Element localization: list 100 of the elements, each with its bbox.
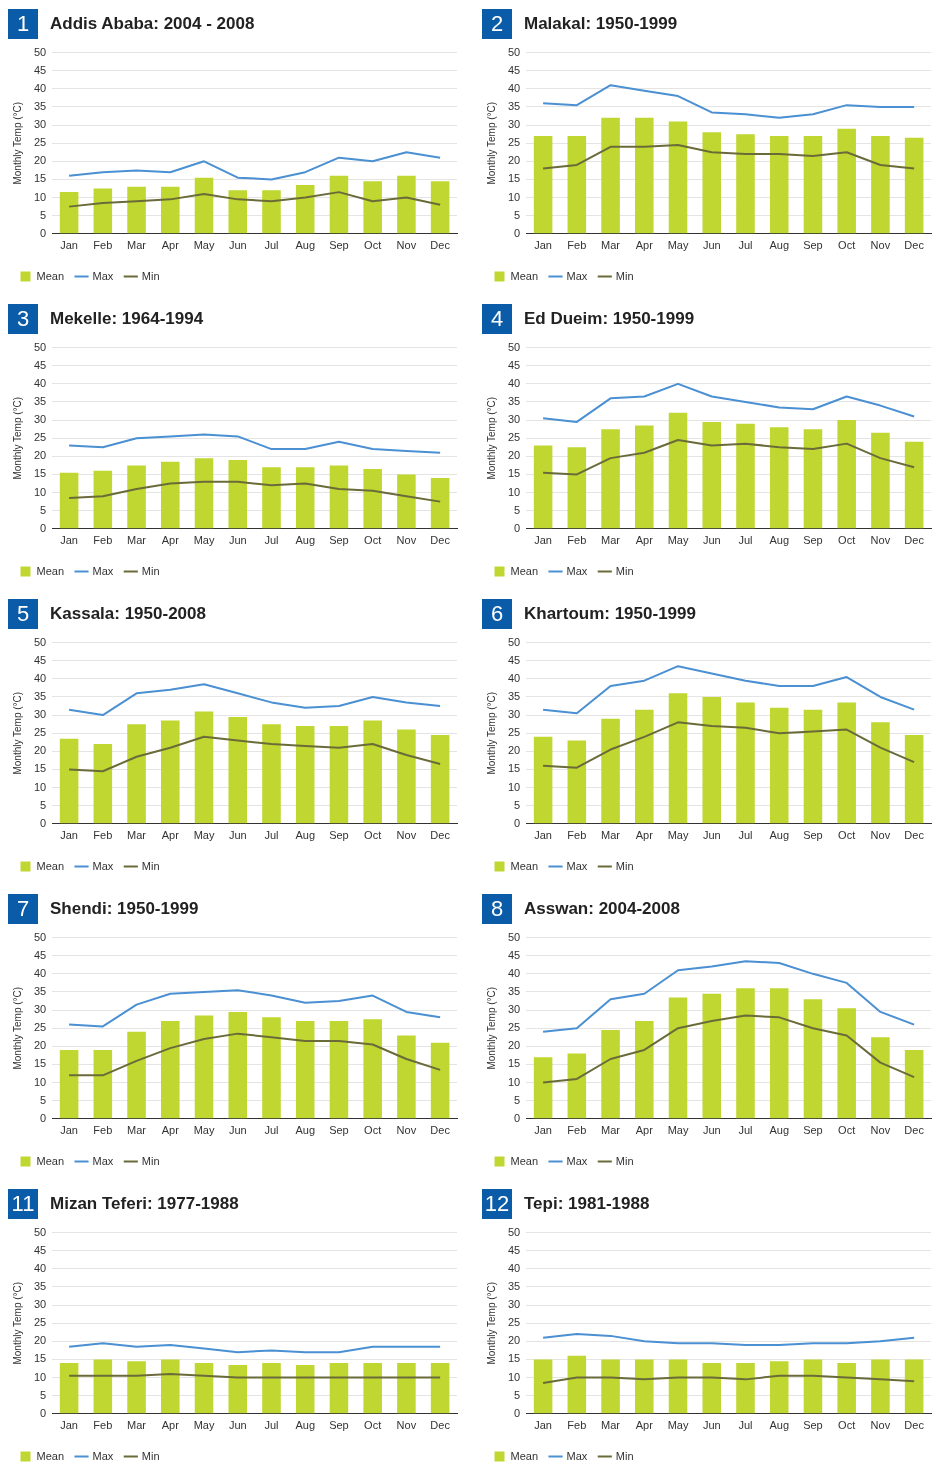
bar	[635, 709, 654, 824]
x-tick-label: Nov	[870, 829, 891, 842]
x-tick-label: Nov	[870, 1419, 891, 1432]
bar	[769, 427, 789, 529]
x-tick-label: Dec	[430, 239, 451, 252]
y-tick-label: 25	[507, 726, 521, 739]
x-tick-label: Sep	[329, 239, 349, 252]
y-tick-label: 25	[33, 726, 47, 739]
bar	[59, 472, 79, 529]
y-tick-label: 25	[507, 1021, 521, 1034]
x-tick-label: Aug	[295, 534, 315, 547]
x-tick-label: Sep	[803, 1124, 823, 1137]
y-tick-label: 20	[33, 1039, 47, 1052]
bar	[228, 459, 248, 529]
bar	[871, 432, 890, 529]
x-tick-label: Dec	[430, 829, 451, 842]
x-tick-label: Aug	[769, 534, 789, 547]
chart-title: Tepi: 1981-1988	[524, 1194, 650, 1214]
y-tick-label: 30	[33, 118, 47, 131]
y-tick-label: 50	[507, 340, 521, 353]
bar	[161, 461, 180, 529]
bar	[904, 1049, 924, 1119]
y-tick-label: 50	[33, 340, 47, 353]
y-tick-label: 45	[507, 948, 521, 961]
legend-label: Min	[615, 564, 634, 577]
x-tick-label: Jun	[702, 1124, 721, 1137]
y-tick-label: 45	[33, 63, 47, 76]
bar	[736, 423, 755, 529]
x-tick-label: Apr	[161, 829, 180, 842]
bar	[702, 696, 722, 824]
bar	[769, 707, 789, 824]
bar	[837, 702, 856, 824]
bar	[567, 135, 587, 234]
y-tick-label: 30	[507, 708, 521, 721]
y-axis-title: Monthly Temp (°C)	[11, 101, 23, 185]
y-tick-label: 15	[507, 467, 521, 480]
bar	[904, 735, 924, 824]
text: 7	[8, 894, 38, 924]
y-tick-label: 20	[33, 744, 47, 757]
x-tick-label: Oct	[364, 534, 382, 547]
bar	[567, 1053, 587, 1119]
bar	[127, 724, 146, 824]
legend-label: Min	[615, 1154, 634, 1167]
x-tick-label: Nov	[870, 534, 891, 547]
y-axis-title: Monthly Temp (°C)	[485, 396, 497, 480]
y-tick-label: 15	[507, 172, 521, 185]
x-tick-label: Sep	[329, 534, 349, 547]
bar	[601, 117, 620, 234]
x-tick-label: Oct	[364, 1124, 382, 1137]
x-tick-label: Aug	[295, 1419, 315, 1432]
x-tick-label: Dec	[430, 1419, 451, 1432]
y-tick-label: 5	[514, 798, 521, 811]
y-tick-label: 5	[514, 503, 521, 516]
y-tick-label: 50	[33, 930, 47, 943]
legend-label: Mean	[510, 1154, 539, 1167]
legend-label: Mean	[36, 564, 65, 577]
y-tick-label: 35	[33, 99, 47, 112]
y-tick-label: 5	[514, 1388, 521, 1401]
bar	[803, 709, 823, 824]
x-tick-label: May	[193, 1419, 215, 1432]
legend-label: Min	[615, 269, 634, 282]
bar	[871, 135, 890, 234]
x-tick-label: Feb	[567, 534, 587, 547]
bar	[59, 1049, 79, 1119]
x-tick-label: Jun	[702, 1419, 721, 1432]
x-tick-label: Sep	[803, 829, 823, 842]
x-tick-label: Jul	[738, 829, 753, 842]
text: 12	[482, 1189, 512, 1219]
x-tick-label: Mar	[127, 239, 147, 252]
x-tick-label: Aug	[769, 239, 789, 252]
y-tick-label: 20	[507, 744, 521, 757]
x-tick-label: Feb	[567, 1419, 587, 1432]
y-tick-label: 15	[507, 1352, 521, 1365]
bar	[904, 441, 924, 529]
x-tick-label: Jan	[60, 1419, 78, 1432]
y-tick-label: 25	[507, 1316, 521, 1329]
y-tick-label: 5	[40, 798, 47, 811]
y-tick-label: 10	[33, 1370, 47, 1383]
x-tick-label: Jul	[264, 1124, 279, 1137]
bar	[567, 740, 587, 824]
bar	[702, 132, 722, 234]
x-tick-label: Oct	[838, 829, 856, 842]
x-tick-label: Jun	[228, 534, 247, 547]
y-tick-label: 40	[507, 81, 521, 94]
chart-title: Addis Ababa: 2004 - 2008	[50, 14, 255, 34]
x-tick-label: Jun	[702, 534, 721, 547]
x-tick-label: Apr	[161, 1124, 180, 1137]
x-tick-label: Oct	[838, 1124, 856, 1137]
y-tick-label: 0	[514, 1406, 521, 1419]
y-tick-label: 50	[33, 45, 47, 58]
x-tick-label: Apr	[635, 829, 654, 842]
x-tick-label: Apr	[635, 239, 654, 252]
chart-title: Shendi: 1950-1999	[50, 899, 199, 919]
x-tick-label: Mar	[601, 1124, 621, 1137]
x-tick-label: Mar	[601, 534, 621, 547]
x-tick-label: Jan	[60, 534, 78, 547]
x-tick-label: Sep	[803, 239, 823, 252]
bar	[635, 425, 654, 529]
bar	[161, 186, 180, 234]
chart-title: Malakal: 1950-1999	[524, 14, 678, 34]
